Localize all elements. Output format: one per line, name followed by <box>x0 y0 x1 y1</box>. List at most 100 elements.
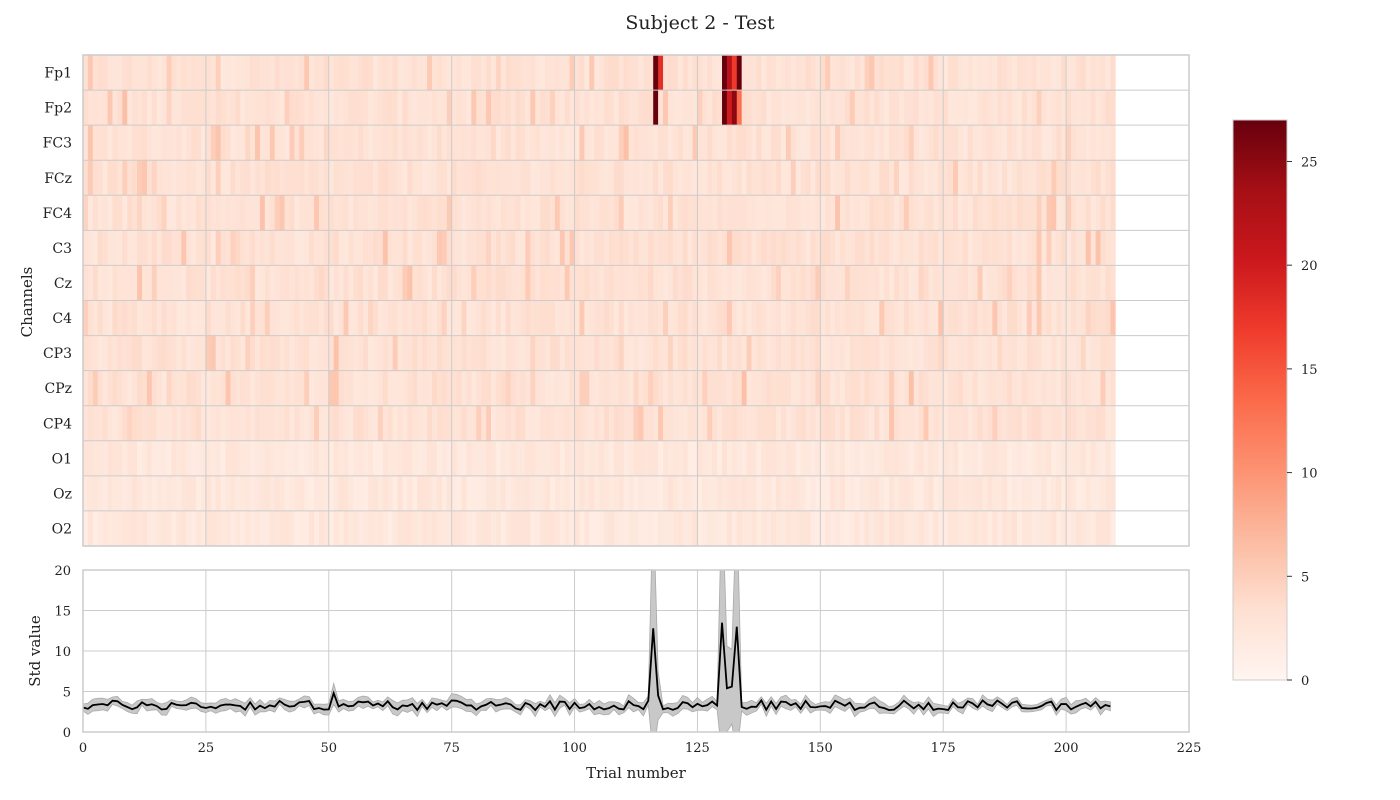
heatmap-cell <box>284 230 290 266</box>
heatmap-cell <box>540 335 546 371</box>
heatmap-cell <box>830 90 836 126</box>
heatmap-cell <box>269 160 276 196</box>
heatmap-cell <box>992 510 998 546</box>
colorbar-tick-label: 20 <box>1301 259 1318 274</box>
heatmap-cell <box>672 230 679 266</box>
heatmap-cell <box>132 230 138 266</box>
heatmap-cell <box>1046 300 1052 336</box>
heatmap-cell <box>859 195 865 231</box>
heatmap-cell <box>554 55 561 91</box>
heatmap-cell <box>982 230 988 266</box>
heatmap-cell <box>898 405 905 441</box>
heatmap-cell <box>938 230 944 266</box>
heatmap-cell <box>579 55 585 91</box>
heatmap-cell <box>854 90 861 126</box>
heatmap-cell <box>510 90 516 126</box>
heatmap-cell <box>210 475 217 511</box>
heatmap-cell <box>412 335 418 371</box>
heatmap-cell <box>412 440 418 476</box>
heatmap-cell <box>889 475 895 511</box>
heatmap-cell <box>107 230 113 266</box>
heatmap-cell <box>785 370 792 406</box>
heatmap-cell <box>545 475 551 511</box>
heatmap-cell <box>835 510 841 546</box>
heatmap-cell <box>908 440 915 476</box>
heatmap-cell <box>549 55 556 91</box>
heatmap-cell <box>446 90 453 126</box>
heatmap-cell <box>1016 405 1023 441</box>
heatmap-cell <box>156 230 163 266</box>
heatmap-cell <box>879 195 885 231</box>
heatmap-cell <box>840 160 846 196</box>
heatmap-cell <box>451 265 457 301</box>
heatmap-cell <box>338 160 344 196</box>
heatmap-cell <box>638 510 644 546</box>
heatmap-cell <box>146 475 153 511</box>
heatmap-cell <box>613 90 620 126</box>
heatmap-cell <box>358 510 364 546</box>
heatmap-cell <box>1066 230 1072 266</box>
heatmap-cell <box>879 440 885 476</box>
heatmap-cell <box>717 405 723 441</box>
heatmap-cell <box>1026 440 1033 476</box>
heatmap-cell <box>412 475 418 511</box>
heatmap-cell <box>815 335 821 371</box>
heatmap-cell <box>1066 335 1072 371</box>
heatmap-cell <box>402 335 408 371</box>
heatmap-cell <box>1075 335 1082 371</box>
heatmap-cell <box>117 90 123 126</box>
heatmap-cell <box>510 125 516 161</box>
std-xtick-label: 50 <box>321 741 338 756</box>
heatmap-cell <box>874 475 880 511</box>
heatmap-cell <box>417 230 423 266</box>
heatmap-cell <box>417 335 423 371</box>
heatmap-cell <box>840 510 846 546</box>
heatmap-cell <box>515 230 521 266</box>
heatmap-cell <box>348 475 354 511</box>
heatmap-cell <box>638 90 644 126</box>
heatmap-cell <box>205 230 212 266</box>
heatmap-cell <box>682 55 689 91</box>
heatmap-cell <box>510 265 516 301</box>
heatmap-cell <box>205 90 212 126</box>
heatmap-cell <box>898 195 905 231</box>
heatmap-cell <box>481 265 487 301</box>
heatmap-cell <box>323 230 330 266</box>
heatmap-cell <box>746 55 752 91</box>
heatmap-cell <box>618 55 625 91</box>
heatmap-cell <box>137 265 143 301</box>
heatmap-cell <box>648 90 654 126</box>
heatmap-cell <box>849 405 856 441</box>
heatmap-cell <box>1105 230 1111 266</box>
channel-label: Oz <box>53 486 72 502</box>
heatmap-cell <box>815 265 821 301</box>
heatmap-cell <box>176 475 182 511</box>
heatmap-cell <box>692 90 698 126</box>
heatmap-cell <box>200 475 207 511</box>
heatmap-cell <box>495 230 502 266</box>
heatmap-cell <box>353 405 359 441</box>
heatmap-cell <box>898 230 905 266</box>
heatmap-cell <box>663 195 669 231</box>
heatmap-cell <box>849 370 856 406</box>
heatmap-cell <box>461 405 467 441</box>
heatmap-cell <box>830 405 836 441</box>
heatmap-cell <box>1051 300 1057 336</box>
heatmap-cell <box>427 195 433 231</box>
heatmap-cell <box>427 230 433 266</box>
heatmap-cell <box>825 405 831 441</box>
heatmap-cell <box>667 510 674 546</box>
heatmap-cell <box>692 440 698 476</box>
heatmap-cell <box>1056 440 1062 476</box>
heatmap-cell <box>368 265 374 301</box>
heatmap-cell <box>1105 90 1111 126</box>
heatmap-cell <box>436 475 443 511</box>
heatmap-cell <box>1066 510 1072 546</box>
heatmap-cell <box>87 335 94 371</box>
heatmap-cell <box>490 510 497 546</box>
heatmap-cell <box>279 265 285 301</box>
heatmap-cell <box>368 335 374 371</box>
heatmap-cell <box>869 440 875 476</box>
heatmap-cell <box>795 335 802 371</box>
heatmap-cell <box>530 90 536 126</box>
